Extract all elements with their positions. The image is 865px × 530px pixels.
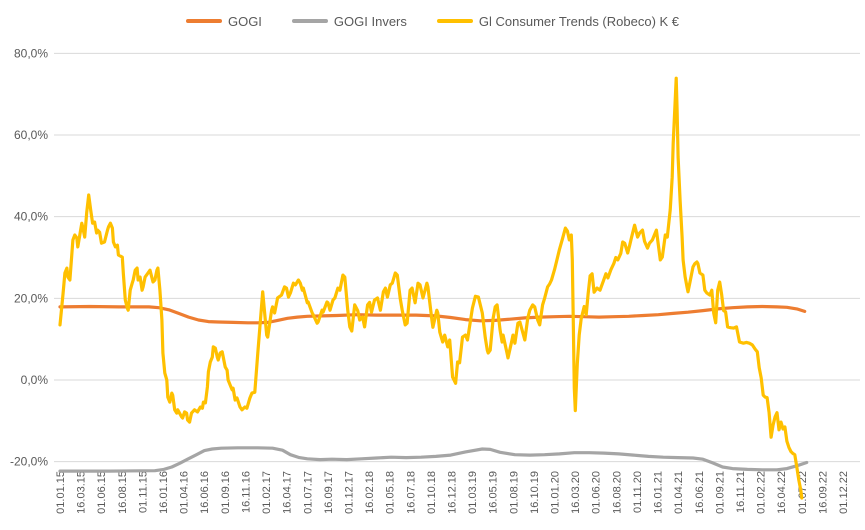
x-axis-tick-label: 16.05.19 bbox=[488, 471, 500, 514]
x-axis-tick-label: 16.01.16 bbox=[158, 471, 170, 514]
x-axis-tick-label: 16.11.16 bbox=[240, 471, 252, 513]
chart-legend: GOGI GOGI Invers Gl Consumer Trends (Rob… bbox=[0, 10, 865, 32]
legend-label-gogi: GOGI bbox=[227, 13, 262, 29]
x-axis-tick-label: 01.07.17 bbox=[302, 471, 314, 514]
legend-item-consumer-trends: Gl Consumer Trends (Robeco) K € bbox=[436, 13, 680, 29]
x-axis-tick-label: 01.06.20 bbox=[591, 471, 603, 514]
legend-label-gogi-invers: GOGI Invers bbox=[333, 13, 407, 29]
x-axis-tick-label: 16.03.20 bbox=[570, 471, 582, 514]
x-axis-tick-label: 16.08.15 bbox=[117, 471, 129, 514]
x-axis-tick-label: 16.06.16 bbox=[199, 471, 211, 514]
x-axis-tick-label: 01.03.19 bbox=[467, 471, 479, 514]
x-axis-tick-label: 01.02.17 bbox=[261, 471, 273, 514]
x-axis-tick-label: 01.11.20 bbox=[632, 471, 644, 513]
gogi-line-swatch-icon bbox=[185, 19, 222, 23]
x-axis-tick-label: 01.06.15 bbox=[96, 471, 108, 514]
legend-label-consumer-trends: Gl Consumer Trends (Robeco) K € bbox=[478, 13, 680, 29]
y-axis-tick-label: 40,0% bbox=[14, 210, 48, 224]
x-axis-tick-label: 16.10.19 bbox=[529, 471, 541, 514]
series-line-gogi bbox=[58, 304, 807, 325]
x-axis-tick-label: 01.09.16 bbox=[220, 471, 232, 514]
gogi-invers-line-swatch-icon bbox=[291, 19, 328, 23]
x-axis-tick-label: 01.12.22 bbox=[838, 471, 850, 514]
x-axis-tick-label: 01.01.20 bbox=[550, 471, 562, 514]
x-axis-tick-label: 16.04.17 bbox=[282, 471, 294, 514]
x-axis-tick-label: 16.03.15 bbox=[76, 471, 88, 514]
legend-item-gogi-invers: GOGI Invers bbox=[291, 13, 407, 29]
y-axis-tick-label: 20,0% bbox=[14, 291, 48, 305]
series-line-gogi-invers bbox=[58, 446, 809, 473]
x-axis-tick-label: 16.11.21 bbox=[735, 471, 747, 513]
x-axis-tick-label: 01.01.15 bbox=[55, 471, 67, 514]
x-axis-tick-label: 16.04.22 bbox=[776, 471, 788, 514]
y-axis-tick-label: -20,0% bbox=[10, 455, 48, 469]
x-axis-tick-label: 16.01.21 bbox=[653, 471, 665, 514]
x-axis-tick-label: 01.02.22 bbox=[756, 471, 768, 514]
x-axis-tick-label: 16.12.18 bbox=[447, 471, 459, 514]
x-axis-tick-label: 01.12.17 bbox=[343, 471, 355, 514]
x-axis-tick-label: 01.05.18 bbox=[385, 471, 397, 514]
x-axis-tick-label: 01.09.21 bbox=[714, 471, 726, 514]
x-axis-tick-label: 01.10.18 bbox=[426, 471, 438, 514]
x-axis-tick-label: 16.07.18 bbox=[405, 471, 417, 514]
y-axis-tick-label: 80,0% bbox=[14, 46, 48, 60]
x-axis-tick-label: 16.09.17 bbox=[323, 471, 335, 514]
x-axis-tick-label: 16.06.21 bbox=[694, 471, 706, 514]
x-axis-tick-label: 01.11.15 bbox=[137, 471, 149, 513]
x-axis-tick-label: 01.04.21 bbox=[673, 471, 685, 514]
x-axis-tick-label: 01.04.16 bbox=[179, 471, 191, 514]
y-axis-tick-label: 60,0% bbox=[14, 128, 48, 142]
series-line-gl-consumer-trends-robeco-k bbox=[58, 76, 804, 500]
x-axis-tick-label: 16.02.18 bbox=[364, 471, 376, 514]
x-axis-tick-label: 16.09.22 bbox=[817, 471, 829, 514]
x-axis-tick-label: 16.08.20 bbox=[611, 471, 623, 514]
x-axis-tick-label: 01.08.19 bbox=[508, 471, 520, 514]
legend-item-gogi: GOGI bbox=[185, 13, 262, 29]
y-axis-tick-label: 0,0% bbox=[21, 373, 49, 387]
consumer-trends-line-swatch-icon bbox=[436, 19, 473, 23]
